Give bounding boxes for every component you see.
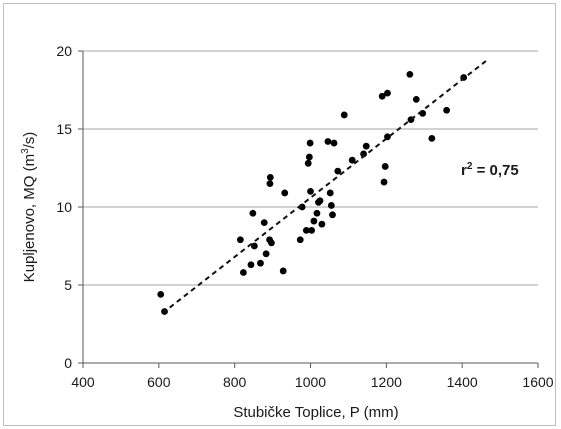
data-point-18 (302, 227, 310, 234)
data-point-19 (304, 159, 312, 167)
data-point-4 (247, 261, 255, 269)
data-point-41 (381, 163, 389, 170)
data-points (157, 71, 468, 315)
data-point-7 (257, 259, 264, 267)
data-point-24 (310, 217, 318, 225)
y-axis-title: Kupljenovo, MQ (m3/s) (20, 132, 38, 283)
data-point-44 (406, 71, 414, 78)
data-point-31 (327, 202, 335, 209)
y-tick-label-0: 0 (64, 355, 72, 371)
chart-frame (3, 3, 556, 426)
data-point-29 (324, 138, 332, 145)
data-point-22 (307, 188, 314, 195)
data-point-20 (305, 153, 313, 161)
y-tick-label-1: 5 (64, 277, 72, 293)
data-point-15 (281, 189, 289, 197)
trendline (162, 59, 488, 314)
data-point-9 (262, 250, 270, 258)
x-axis-title: Stubičke Toplice, P (mm) (233, 404, 398, 421)
data-point-46 (412, 95, 420, 103)
x-tick-label-1: 600 (147, 374, 171, 390)
data-point-3 (239, 269, 247, 276)
data-point-28 (318, 220, 326, 228)
data-point-8 (260, 219, 268, 227)
x-tick-labels: 400 600 800 1000 1200 1400 1600 (71, 374, 553, 390)
data-point-32 (329, 211, 336, 219)
data-point-38 (362, 142, 370, 150)
y-axis-title-main: Kupljenovo, MQ (m (21, 154, 38, 282)
data-point-39 (378, 92, 386, 100)
data-point-13 (268, 239, 275, 247)
y-axis-title-tail: /s) (21, 132, 38, 149)
r-squared-annotation: r2 = 0,75 (461, 161, 519, 179)
data-point-14 (279, 267, 287, 275)
data-point-12 (266, 173, 274, 181)
x-tick-label-6: 1600 (522, 374, 553, 390)
y-tick-label-2: 10 (56, 199, 72, 215)
data-point-6 (250, 242, 258, 250)
data-point-30 (326, 189, 334, 197)
data-point-40 (380, 178, 388, 186)
data-point-11 (266, 180, 274, 188)
y-tick-label-4: 20 (56, 43, 72, 59)
r-squared-value: = 0,75 (472, 162, 518, 179)
data-point-48 (428, 134, 436, 142)
data-point-35 (340, 111, 348, 119)
data-point-21 (306, 139, 314, 147)
x-tick-label-0: 400 (71, 374, 95, 390)
data-point-2 (236, 236, 244, 244)
gridlines (83, 50, 538, 286)
x-tick-label-3: 1000 (295, 374, 326, 390)
data-point-27 (316, 197, 324, 205)
data-point-33 (330, 139, 338, 147)
data-point-0 (157, 290, 165, 298)
data-point-23 (308, 227, 316, 234)
x-tick-label-5: 1400 (447, 374, 478, 390)
data-point-25 (313, 209, 321, 217)
data-point-49 (443, 106, 451, 114)
r-squared-superscript: 2 (467, 161, 473, 172)
data-point-43 (384, 89, 391, 97)
y-tick-labels: 0 5 10 15 20 (56, 43, 72, 371)
data-point-5 (249, 209, 257, 217)
x-tick-label-2: 800 (223, 374, 247, 390)
data-point-16 (296, 236, 304, 244)
y-tick-label-3: 15 (56, 121, 72, 137)
x-tick-label-4: 1200 (371, 374, 402, 390)
data-point-34 (334, 167, 342, 175)
axes (78, 50, 539, 368)
y-axis-title-superscript: 3 (20, 148, 31, 154)
data-point-36 (348, 156, 356, 164)
r-squared-r: r (461, 162, 467, 179)
